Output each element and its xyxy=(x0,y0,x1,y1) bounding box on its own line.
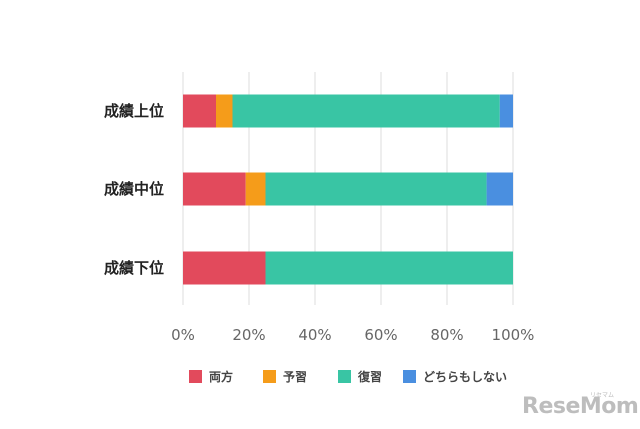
bar-segment xyxy=(499,94,513,128)
legend-label: どちらもしない xyxy=(423,370,507,384)
legend-swatch xyxy=(189,370,202,383)
x-tick-label: 80% xyxy=(430,326,463,344)
resemom-logo-sub: リセマム xyxy=(590,392,615,399)
x-tick-label: 100% xyxy=(492,326,535,344)
x-tick-label: 0% xyxy=(171,326,195,344)
legend-swatch xyxy=(263,370,276,383)
legend-item: 復習 xyxy=(338,369,382,384)
bar-segment xyxy=(216,94,233,128)
bar-segment xyxy=(183,94,216,128)
category-label: 成績下位 xyxy=(104,259,164,277)
legend-swatch xyxy=(403,370,416,383)
bars xyxy=(183,94,513,285)
bar-segment xyxy=(232,94,500,128)
x-tick-label: 40% xyxy=(298,326,331,344)
bar-segment xyxy=(486,172,513,206)
legend-label: 両方 xyxy=(209,369,233,384)
legend-item: 予習 xyxy=(263,370,307,384)
bar-segment xyxy=(245,172,266,206)
x-tick-labels: 0% 20% 40% 60% 80% 100% xyxy=(171,326,534,344)
bar-segment xyxy=(183,251,266,285)
category-label: 成績上位 xyxy=(104,102,164,120)
legend-item: どちらもしない xyxy=(403,370,507,384)
category-label: 成績中位 xyxy=(104,180,164,198)
legend-label: 復習 xyxy=(357,369,382,384)
legend-item: 両方 xyxy=(189,369,233,384)
bar-segment xyxy=(265,251,513,285)
x-tick-label: 60% xyxy=(364,326,397,344)
legend: 両方 予習 復習 どちらもしない xyxy=(189,369,507,384)
resemom-logo: ReseMom xyxy=(522,394,639,419)
x-tick-label: 20% xyxy=(232,326,265,344)
bar-segment xyxy=(183,172,246,206)
legend-swatch xyxy=(338,370,351,383)
bar-segment xyxy=(265,172,487,206)
legend-label: 予習 xyxy=(283,370,307,384)
